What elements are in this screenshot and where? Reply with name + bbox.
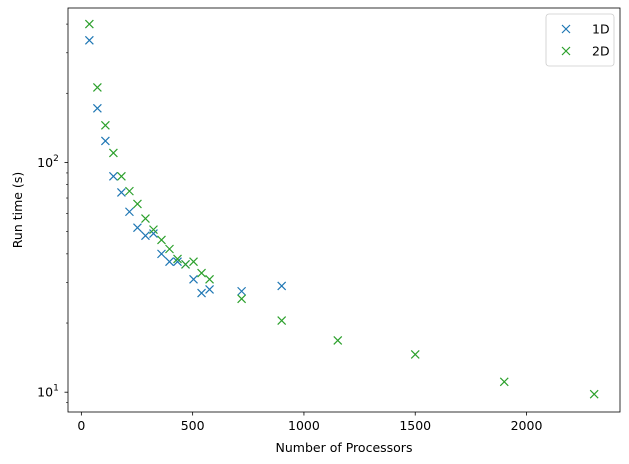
data-point bbox=[141, 214, 150, 223]
legend-label: 1D bbox=[592, 22, 610, 37]
data-point bbox=[197, 268, 206, 278]
x-tick-label: 0 bbox=[77, 418, 85, 433]
legend-box bbox=[545, 13, 615, 67]
data-point bbox=[165, 257, 174, 267]
data-point bbox=[125, 186, 134, 196]
data-point bbox=[333, 336, 343, 345]
data-point bbox=[125, 207, 134, 217]
data-point bbox=[181, 259, 190, 269]
legend-item: 1D bbox=[561, 22, 610, 37]
x-tick-label: 500 bbox=[181, 418, 205, 433]
data-point bbox=[133, 199, 142, 209]
x-tick-label: 2000 bbox=[511, 418, 543, 433]
series-2d bbox=[84, 19, 599, 399]
data-point bbox=[173, 254, 182, 264]
data-point bbox=[100, 136, 110, 146]
data-point bbox=[589, 389, 599, 399]
data-point bbox=[100, 120, 110, 130]
data-point bbox=[277, 281, 287, 291]
data-point bbox=[108, 171, 118, 181]
x-axis-label: Number of Processors bbox=[276, 440, 413, 455]
axes-frame bbox=[67, 7, 621, 413]
data-marks bbox=[84, 19, 599, 399]
data-point bbox=[157, 235, 166, 245]
data-point bbox=[165, 244, 174, 254]
x-tick-label: 1000 bbox=[288, 418, 320, 433]
data-point bbox=[92, 103, 102, 113]
y-tick-label: 101 bbox=[37, 384, 59, 400]
legend-marker bbox=[561, 46, 571, 56]
data-point bbox=[92, 83, 102, 92]
data-point bbox=[108, 148, 118, 158]
y-tick-label: 102 bbox=[37, 154, 59, 170]
data-point bbox=[149, 229, 158, 239]
data-point bbox=[116, 188, 126, 197]
legend-item: 2D bbox=[561, 44, 610, 59]
data-point bbox=[410, 350, 420, 359]
legend-marker bbox=[561, 24, 571, 34]
data-point bbox=[237, 286, 247, 296]
y-axis-label: Run time (s) bbox=[10, 172, 25, 248]
data-point bbox=[157, 249, 166, 259]
data-point bbox=[141, 231, 150, 241]
data-point bbox=[149, 225, 158, 235]
data-point bbox=[499, 377, 509, 387]
data-point bbox=[189, 257, 198, 267]
data-point bbox=[197, 288, 206, 298]
y-axis-ticks: 101 102 bbox=[37, 23, 68, 404]
data-point bbox=[237, 294, 247, 304]
data-point bbox=[116, 171, 126, 181]
data-point bbox=[133, 223, 142, 233]
data-point bbox=[84, 19, 94, 29]
legend-label: 2D bbox=[592, 44, 610, 59]
data-point bbox=[277, 316, 287, 325]
data-point bbox=[205, 274, 214, 284]
data-point bbox=[173, 257, 182, 267]
data-point bbox=[205, 285, 214, 294]
data-point bbox=[84, 35, 94, 45]
x-axis-ticks: 0 500 1000 1500 2000 bbox=[77, 412, 542, 433]
data-point bbox=[189, 274, 198, 284]
x-tick-label: 1500 bbox=[399, 418, 431, 433]
